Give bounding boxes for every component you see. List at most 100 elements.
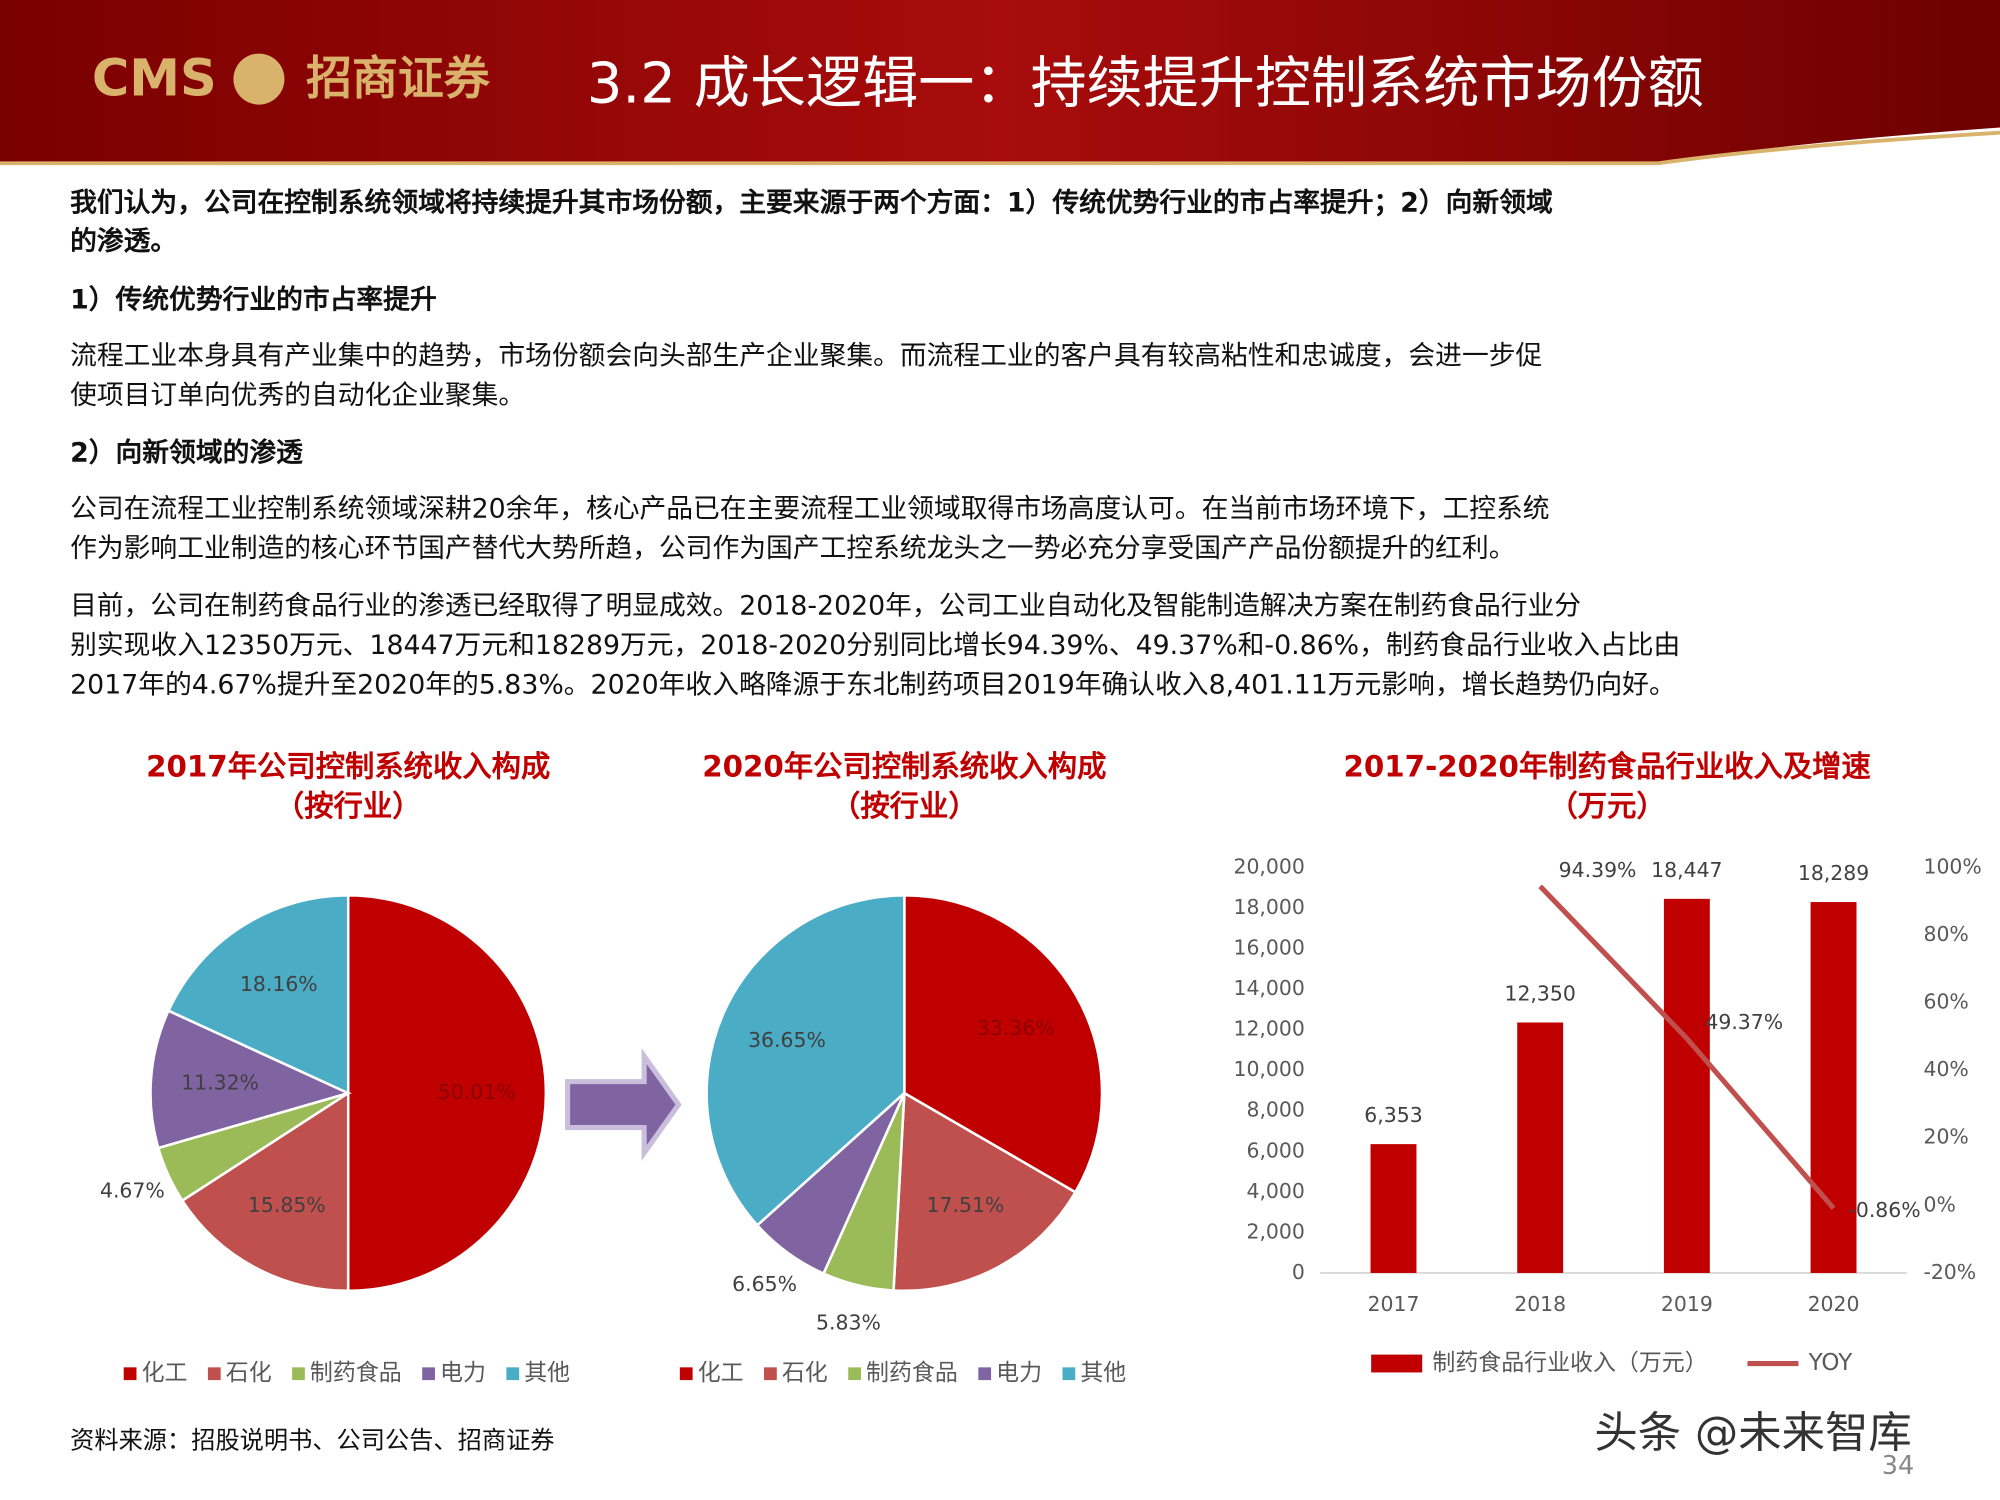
data-label: 6,353 [1364, 1103, 1422, 1127]
y-tick-label: 6,000 [1246, 1138, 1304, 1162]
data-label: 15.85% [248, 1193, 326, 1217]
data-label: 5.83% [816, 1311, 881, 1335]
data-label: 12,350 [1504, 981, 1575, 1005]
legend-label: 化工 [698, 1360, 744, 1386]
data-label: 17.51% [927, 1193, 1005, 1217]
y-tick-label: 18,000 [1233, 895, 1304, 919]
legend-swatch [207, 1367, 221, 1381]
y2-tick-label: -20% [1923, 1260, 1976, 1284]
bar [1810, 902, 1857, 1273]
pie-slice [149, 1009, 352, 1150]
legend-swatch [422, 1367, 435, 1381]
y2-tick-label: 80% [1923, 922, 1968, 946]
intro-line: 我们认为，公司在控制系统领域将持续提升其市场份额，主要来源于两个方面：1）传统优… [70, 187, 1553, 219]
chart-subtitle: （按行业） [275, 789, 422, 823]
header-band [0, 0, 2000, 164]
paragraph-line: 使项目订单向优秀的自动化企业聚集。 [70, 380, 525, 411]
y-tick-label: 8,000 [1246, 1098, 1304, 1122]
paragraph-line: 作为影响工业制造的核心环节国产替代大势所趋，公司作为国产工控系统龙头之一势必充分… [70, 533, 1515, 564]
bar [1663, 898, 1710, 1273]
x-tick-label: 2019 [1661, 1292, 1713, 1316]
legend-swatch [848, 1367, 861, 1381]
data-label: 18,447 [1651, 858, 1722, 882]
heading: 1）传统优势行业的市占率提升 [70, 284, 437, 316]
data-label: 11.32% [181, 1071, 259, 1095]
page-number: 34 [1882, 1451, 1914, 1481]
y-tick-label: 4,000 [1246, 1179, 1304, 1203]
legend-swatch [679, 1367, 693, 1381]
legend-label: 制药食品 [866, 1360, 958, 1386]
pie-slice [180, 1090, 350, 1293]
legend-label: 制药食品行业收入（万元） [1432, 1350, 1707, 1376]
data-label: 33.36% [977, 1016, 1055, 1040]
legend-label: 电力 [996, 1360, 1042, 1386]
legend-swatch [292, 1367, 305, 1381]
pie-slice [166, 894, 350, 1096]
data-label: 18.16% [240, 972, 318, 996]
y-tick-label: 14,000 [1233, 976, 1304, 1000]
data-label: 6.65% [732, 1272, 797, 1296]
legend-label: 其他 [1080, 1360, 1126, 1386]
data-label: 94.39% [1559, 858, 1637, 882]
chart-title: 2020年公司控制系统收入构成 [702, 749, 1106, 783]
x-tick-label: 2018 [1514, 1292, 1566, 1316]
pie-slice [903, 894, 1104, 1194]
y-tick-label: 2,000 [1246, 1219, 1304, 1243]
paragraph-line: 别实现收入12350万元、18447万元和18289万元，2018-2020分别… [70, 630, 1680, 661]
logo-emblem [233, 53, 285, 105]
legend-swatch [506, 1367, 520, 1381]
y-tick-label: 12,000 [1233, 1017, 1304, 1041]
bar [1370, 1144, 1417, 1273]
chart-subtitle: （万元） [1548, 789, 1665, 823]
chart-title: 2017年公司控制系统收入构成 [146, 749, 550, 783]
paragraph-line: 目前，公司在制药食品行业的渗透已经取得了明显成效。2018-2020年，公司工业… [70, 591, 1581, 622]
page-title: 3.2 成长逻辑一：持续提升控制系统市场份额 [587, 51, 1704, 116]
legend-swatch [123, 1367, 137, 1381]
legend-label: 制药食品 [310, 1360, 402, 1386]
data-label: 50.01% [438, 1080, 516, 1104]
paragraph-line: 公司在流程工业控制系统领域深耕20余年，核心产品已在主要流程工业领域取得市场高度… [70, 494, 1549, 525]
y-tick-label: 20,000 [1233, 854, 1304, 878]
legend-swatch [1371, 1354, 1423, 1373]
y-tick-label: 0 [1292, 1260, 1305, 1284]
paragraph-line: 流程工业本身具有产业集中的趋势，市场份额会向头部生产企业聚集。而流程工业的客户具… [70, 341, 1542, 372]
data-label: 49.37% [1705, 1010, 1783, 1034]
chart-subtitle: （按行业） [831, 789, 978, 823]
legend-swatch [1062, 1367, 1076, 1381]
legend-label: 化工 [142, 1360, 188, 1386]
data-label: 18,289 [1798, 861, 1869, 885]
legend-swatch [978, 1367, 992, 1381]
legend-label: 电力 [440, 1360, 486, 1386]
y-tick-label: 16,000 [1233, 935, 1304, 959]
brand: 招商证券 [306, 51, 491, 105]
pie-slice [346, 894, 548, 1293]
legend-label: YOY [1808, 1350, 1854, 1376]
y2-tick-label: 40% [1923, 1057, 1968, 1081]
intro-line: 的渗透。 [70, 225, 177, 257]
line-series [1538, 884, 1836, 1210]
pie-slice [705, 894, 906, 1228]
legend-label: 其他 [524, 1360, 570, 1386]
chart-title: 2017-2020年制药食品行业收入及增速 [1343, 749, 1870, 783]
legend-swatch [764, 1367, 777, 1381]
x-tick-label: 2017 [1368, 1292, 1420, 1316]
logo: CMS [92, 50, 217, 109]
y2-tick-label: 0% [1923, 1192, 1955, 1216]
transition-arrow [565, 1048, 682, 1162]
y2-tick-label: 60% [1923, 990, 1968, 1014]
header-rule [0, 130, 2000, 166]
data-label: 4.67% [100, 1179, 165, 1203]
bar [1517, 1022, 1564, 1273]
y2-tick-label: 20% [1923, 1125, 1968, 1149]
y-tick-label: 10,000 [1233, 1057, 1304, 1081]
x-tick-label: 2020 [1808, 1292, 1860, 1316]
legend-label: 石化 [226, 1360, 272, 1386]
data-label: -0.86% [1848, 1198, 1920, 1222]
legend-label: 石化 [782, 1360, 828, 1386]
source-note: 资料来源：招股说明书、公司公告、招商证券 [70, 1426, 554, 1454]
data-label: 36.65% [748, 1028, 826, 1052]
watermark: 头条 @未来智库 [1594, 1409, 1911, 1459]
paragraph-line: 2017年的4.67%提升至2020年的5.83%。2020年收入略降源于东北制… [70, 670, 1676, 701]
heading: 2）向新领域的渗透 [70, 437, 303, 469]
